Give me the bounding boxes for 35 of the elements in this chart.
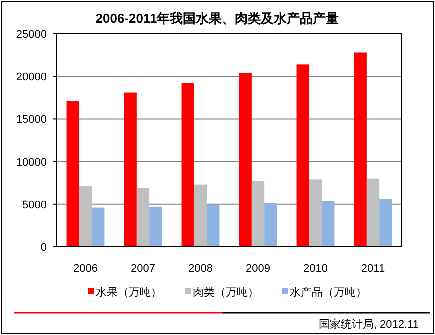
bar <box>252 181 265 247</box>
y-tick-label: 5000 <box>22 199 47 212</box>
legend-label: 水产品（万吨） <box>290 286 367 299</box>
y-tick-label: 20000 <box>16 72 47 84</box>
y-tick-label: 25000 <box>16 29 47 41</box>
text: 国家统计局, 2012.11 <box>318 318 419 331</box>
bar <box>79 186 92 247</box>
x-tick-label: 2007 <box>131 263 156 275</box>
bar <box>92 208 105 247</box>
x-tick-label: 2011 <box>361 263 386 275</box>
bar <box>207 205 220 247</box>
bar <box>296 64 310 247</box>
y-tick-label: 15000 <box>16 114 47 126</box>
y-tick-label: 0 <box>40 242 47 254</box>
bar <box>194 184 208 247</box>
bar <box>264 204 278 247</box>
bar <box>354 52 367 247</box>
x-tick-label: 2008 <box>188 263 213 275</box>
bar <box>380 199 392 247</box>
bar <box>366 178 380 247</box>
x-tick-label: 2010 <box>304 263 328 275</box>
bar <box>66 101 80 247</box>
y-tick-label: 10000 <box>16 156 47 169</box>
bar <box>182 83 194 247</box>
bar <box>136 188 150 247</box>
bar <box>309 180 322 247</box>
bar <box>150 206 162 247</box>
bar <box>239 73 252 247</box>
legend-label: 水果（万吨） <box>96 286 162 299</box>
legend-label: 肉类（万吨） <box>193 286 259 299</box>
bar <box>322 200 335 247</box>
x-tick-label: 2006 <box>74 263 98 275</box>
chart-title: 2006-2011年我国水果、肉类及水产品产量 <box>96 11 340 26</box>
x-tick-label: 2009 <box>246 263 270 275</box>
bar <box>124 92 137 247</box>
